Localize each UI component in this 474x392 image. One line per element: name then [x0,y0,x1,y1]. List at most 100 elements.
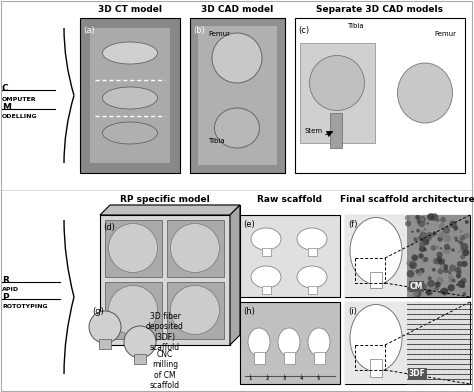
Circle shape [424,228,426,230]
Circle shape [407,270,414,278]
Ellipse shape [102,87,157,109]
Circle shape [420,217,424,221]
Circle shape [416,269,420,274]
Circle shape [461,261,467,267]
Circle shape [440,247,442,249]
Circle shape [438,259,445,265]
Text: M: M [2,102,11,111]
Text: (h): (h) [243,307,255,316]
FancyBboxPatch shape [80,18,180,173]
FancyBboxPatch shape [262,286,271,294]
FancyBboxPatch shape [110,205,240,335]
Circle shape [443,268,448,273]
Circle shape [461,243,468,251]
Circle shape [440,217,446,223]
FancyBboxPatch shape [284,352,295,364]
Ellipse shape [109,223,157,272]
Circle shape [439,264,444,269]
Circle shape [444,244,450,250]
Text: (c): (c) [298,26,309,35]
Text: Raw scaffold: Raw scaffold [257,195,322,204]
FancyBboxPatch shape [190,18,285,173]
FancyBboxPatch shape [345,215,407,297]
Text: Separate 3D CAD models: Separate 3D CAD models [317,5,444,14]
Circle shape [412,290,418,297]
Ellipse shape [215,108,259,148]
FancyBboxPatch shape [345,302,407,384]
Ellipse shape [171,223,219,272]
Ellipse shape [350,218,402,285]
FancyBboxPatch shape [167,220,224,277]
Ellipse shape [308,328,330,356]
Circle shape [461,278,466,283]
Text: (i): (i) [348,307,357,316]
Circle shape [430,245,436,251]
Polygon shape [100,205,240,215]
Text: Femur: Femur [208,31,230,37]
Circle shape [447,270,452,274]
Circle shape [427,213,435,221]
FancyBboxPatch shape [308,286,317,294]
Text: ODELLING: ODELLING [2,114,37,118]
Circle shape [465,220,469,224]
Circle shape [453,231,455,233]
Circle shape [434,286,439,291]
Circle shape [456,237,458,240]
Ellipse shape [297,228,327,250]
FancyBboxPatch shape [254,352,265,364]
Circle shape [435,260,440,265]
Text: (b): (b) [193,26,205,35]
Circle shape [438,269,444,274]
Circle shape [411,230,413,233]
Circle shape [448,279,452,283]
FancyBboxPatch shape [370,359,382,377]
Text: Tibia: Tibia [208,138,225,144]
FancyBboxPatch shape [330,113,342,148]
Text: C: C [2,83,9,93]
Circle shape [455,237,457,240]
Circle shape [418,220,426,227]
Circle shape [423,248,427,251]
Ellipse shape [124,326,156,358]
FancyBboxPatch shape [345,215,470,297]
Circle shape [426,289,429,293]
Circle shape [441,288,448,295]
Text: (a): (a) [83,26,95,35]
Text: R: R [2,276,9,285]
Circle shape [419,245,426,252]
FancyBboxPatch shape [407,302,470,384]
Circle shape [419,241,425,248]
Circle shape [417,220,421,224]
Circle shape [419,253,424,259]
Ellipse shape [89,311,121,343]
Text: ROTOTYPING: ROTOTYPING [2,304,47,309]
FancyBboxPatch shape [370,272,382,288]
Circle shape [427,290,429,292]
Circle shape [409,261,417,269]
Circle shape [442,250,445,253]
Circle shape [438,223,446,230]
Circle shape [437,252,443,258]
Circle shape [459,241,464,245]
Circle shape [414,294,418,298]
FancyBboxPatch shape [198,26,277,165]
Circle shape [459,235,465,241]
Circle shape [408,223,410,226]
Circle shape [443,234,451,242]
Circle shape [427,280,435,287]
Circle shape [461,263,463,265]
Ellipse shape [248,328,270,356]
Text: CM: CM [410,282,423,291]
Circle shape [432,268,436,272]
Circle shape [457,240,460,243]
Text: APID: APID [2,287,19,292]
Text: RP specific model: RP specific model [120,195,210,204]
Circle shape [415,292,420,297]
FancyBboxPatch shape [240,215,340,297]
Circle shape [428,287,434,293]
Circle shape [416,229,420,232]
Circle shape [419,268,425,274]
Circle shape [453,235,458,240]
FancyBboxPatch shape [314,352,325,364]
Text: Tibia: Tibia [346,23,363,29]
